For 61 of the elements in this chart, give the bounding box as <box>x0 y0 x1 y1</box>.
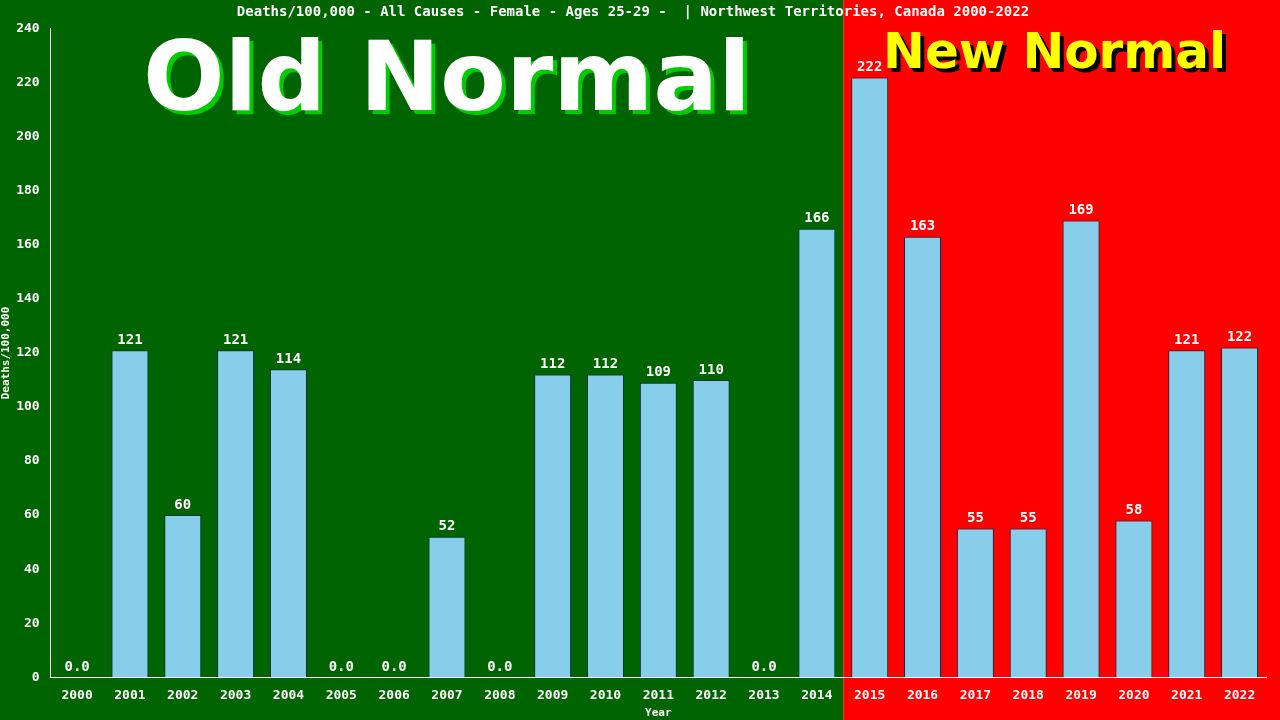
data-label: 112 <box>592 355 619 372</box>
x-tick-label: 2014 <box>801 687 833 703</box>
x-tick-label: 2003 <box>219 687 252 703</box>
y-tick-label: 0 <box>31 668 40 684</box>
x-tick-label: 2009 <box>537 687 569 703</box>
x-tick-label: 2013 <box>748 687 780 703</box>
data-label: 121 <box>117 330 143 347</box>
x-tick-label: 2008 <box>484 687 516 703</box>
x-tick-label: 2006 <box>378 687 410 703</box>
data-label: 0.0 <box>64 657 90 674</box>
x-tick-label: 2018 <box>1012 687 1045 703</box>
y-tick-label: 140 <box>16 290 40 306</box>
x-axis-title: Year <box>645 706 672 720</box>
x-tick-label: 2010 <box>589 687 622 703</box>
data-label: 169 <box>1068 201 1094 218</box>
x-tick-label: 2011 <box>642 687 675 703</box>
x-tick-label: 2000 <box>61 687 93 703</box>
x-tick-label: 2001 <box>114 687 146 703</box>
data-label: 122 <box>1226 328 1253 345</box>
data-label: 0.0 <box>751 657 777 674</box>
data-label: 163 <box>909 217 936 234</box>
y-tick-label: 20 <box>24 614 40 630</box>
data-label: 55 <box>966 509 984 526</box>
y-tick-label: 60 <box>24 506 40 522</box>
x-tick-label: 2004 <box>272 687 305 703</box>
x-tick-label: 2020 <box>1118 687 1150 703</box>
y-tick-label: 220 <box>16 74 40 90</box>
y-tick-label: 240 <box>16 20 40 36</box>
data-label: 55 <box>1019 509 1037 526</box>
y-tick-label: 80 <box>24 452 40 468</box>
y-tick-label: 160 <box>16 236 40 252</box>
y-tick-label: 40 <box>24 560 40 576</box>
data-label: 121 <box>222 330 249 347</box>
x-tick-label: 2022 <box>1223 687 1256 703</box>
data-label: 0.0 <box>328 657 354 674</box>
y-tick-label: 120 <box>16 344 40 360</box>
data-label: 109 <box>645 363 671 380</box>
data-label: 52 <box>438 517 456 534</box>
data-label: 112 <box>540 355 566 372</box>
x-tick-label: 2012 <box>695 687 727 703</box>
y-axis-title: Deaths/100,000 <box>0 306 13 400</box>
y-tick-label: 100 <box>16 398 40 414</box>
y-tick-label: 200 <box>16 128 40 144</box>
data-label: 166 <box>804 209 830 226</box>
x-tick-label: 2016 <box>906 687 939 703</box>
x-tick-label: 2002 <box>167 687 199 703</box>
y-tick-label: 180 <box>16 182 40 198</box>
data-label: 222 <box>857 58 883 75</box>
x-tick-label: 2021 <box>1171 687 1203 703</box>
x-tick-label: 2017 <box>959 687 992 703</box>
data-label: 60 <box>174 495 192 512</box>
x-tick-label: 2007 <box>431 687 463 703</box>
data-label: 110 <box>698 360 724 377</box>
x-tick-label: 2015 <box>854 687 886 703</box>
data-label: 121 <box>1174 330 1200 347</box>
data-label: 58 <box>1125 501 1143 518</box>
data-label: 114 <box>275 349 302 366</box>
x-tick-label: 2019 <box>1065 687 1097 703</box>
data-label: 0.0 <box>487 657 513 674</box>
data-label: 0.0 <box>381 657 407 674</box>
x-tick-label: 2005 <box>325 687 357 703</box>
